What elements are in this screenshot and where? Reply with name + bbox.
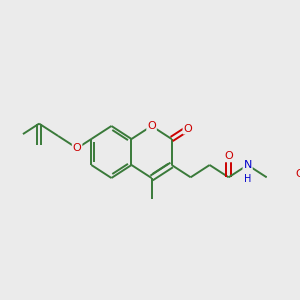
Text: N: N <box>243 160 252 170</box>
Text: O: O <box>296 169 300 179</box>
Text: H: H <box>244 173 251 184</box>
Text: O: O <box>73 143 82 153</box>
Text: O: O <box>224 152 233 161</box>
Text: O: O <box>147 121 156 131</box>
Text: O: O <box>183 124 192 134</box>
